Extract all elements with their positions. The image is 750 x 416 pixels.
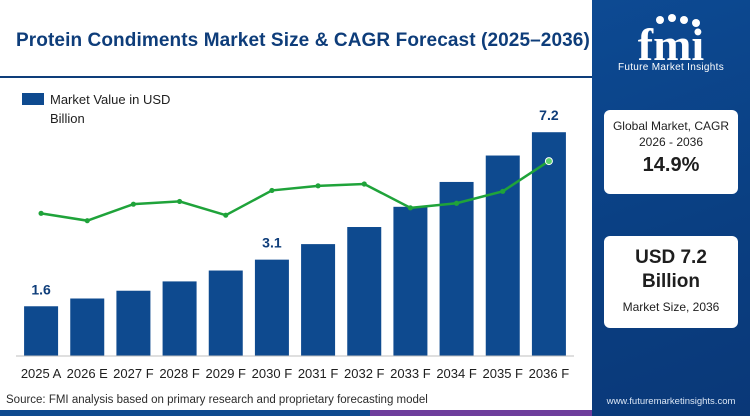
data-label-bg-5 (255, 231, 288, 252)
growth-point-0 (38, 210, 44, 216)
growth-line (40, 160, 550, 222)
data-label-0: 1.6 (31, 281, 51, 297)
data-label-11: 7.2 (539, 107, 559, 123)
data-label-bg-11 (532, 104, 565, 125)
growth-point-7 (361, 181, 367, 187)
bar-5 (254, 259, 289, 356)
growth-point-2 (130, 201, 137, 207)
brand-name: Future Market Insights (617, 62, 725, 73)
x-tick-label-2: 2027 F (113, 366, 154, 381)
market-size-value-line2: Billion (641, 271, 701, 292)
x-tick-label-0: 2025 A (21, 366, 62, 381)
website-link[interactable]: www.futuremarketinsights.com (606, 396, 736, 407)
growth-point-6 (315, 183, 321, 189)
growth-point-10 (500, 188, 506, 194)
market-size-card: USD 7.2 Billion Market Size, 2036 (604, 236, 738, 328)
bottom-bar (0, 410, 592, 416)
chart-legend: Market Value in USD Billion (22, 90, 190, 128)
bar-10 (485, 155, 520, 356)
cagr-card: Global Market, CAGR 2026 - 2036 14.9% (604, 110, 738, 194)
growth-point-4 (223, 212, 229, 218)
bar-0 (24, 306, 59, 356)
bar-1 (70, 298, 105, 356)
data-label-bg-0 (25, 278, 58, 299)
x-tick-label-7: 2032 F (344, 366, 385, 381)
cagr-label: Global Market, CAGR 2026 - 2036 (612, 119, 730, 149)
source-note: Source: FMI analysis based on primary re… (6, 394, 428, 406)
data-label-5: 3.1 (262, 235, 282, 251)
x-tick-label-9: 2034 F (436, 366, 477, 381)
bar-4 (208, 270, 243, 356)
legend-label: Market Value in USD Billion (50, 92, 171, 126)
x-tick-label-1: 2026 E (67, 366, 109, 381)
sidebar: fmi Future Market Insights Global Market… (592, 0, 750, 416)
x-tick-label-4: 2029 F (206, 366, 247, 381)
market-size-label: Market Size, 2036 (622, 300, 720, 314)
market-chart: 2025 A 2026 E 2027 F 2028 F 2029 F 2030 F 2031… (16, 104, 574, 381)
bottom-accent (370, 410, 592, 416)
chart-title: Protein Condiments Market Size & CAGR Fo… (16, 30, 590, 51)
logo-text: fmi (638, 19, 705, 70)
growth-point-8 (407, 205, 414, 211)
bar-2 (116, 290, 151, 356)
bar-9 (439, 181, 474, 356)
bar-6 (301, 244, 336, 356)
fmi-logo: fmi (638, 14, 705, 70)
bar-7 (347, 227, 382, 356)
logo-dot-3 (680, 16, 688, 24)
growth-point-5 (269, 187, 275, 194)
logo-dot-4 (692, 19, 700, 27)
x-tick-label-3: 2028 F (159, 366, 200, 381)
bar-3 (162, 281, 197, 356)
x-tick-label-6: 2031 F (298, 366, 339, 381)
growth-point-9 (453, 200, 460, 206)
x-tick-label-10: 2035 F (483, 366, 524, 381)
growth-point-3 (176, 198, 183, 205)
logo-dot-1 (656, 16, 664, 24)
x-tick-label-8: 2033 F (390, 366, 431, 381)
legend-swatch (22, 93, 44, 105)
bar-8 (393, 206, 428, 356)
cagr-value: 14.9% (642, 154, 700, 176)
growth-point-1 (84, 218, 90, 224)
x-tick-label-5: 2030 F (252, 366, 293, 381)
market-size-value-line1: USD 7.2 (635, 247, 707, 268)
growth-point-11 (544, 157, 553, 166)
bar-11 (531, 132, 566, 356)
title-divider (0, 76, 592, 78)
logo-dot-2 (668, 14, 676, 22)
x-tick-label-11: 2036 F (529, 366, 570, 381)
